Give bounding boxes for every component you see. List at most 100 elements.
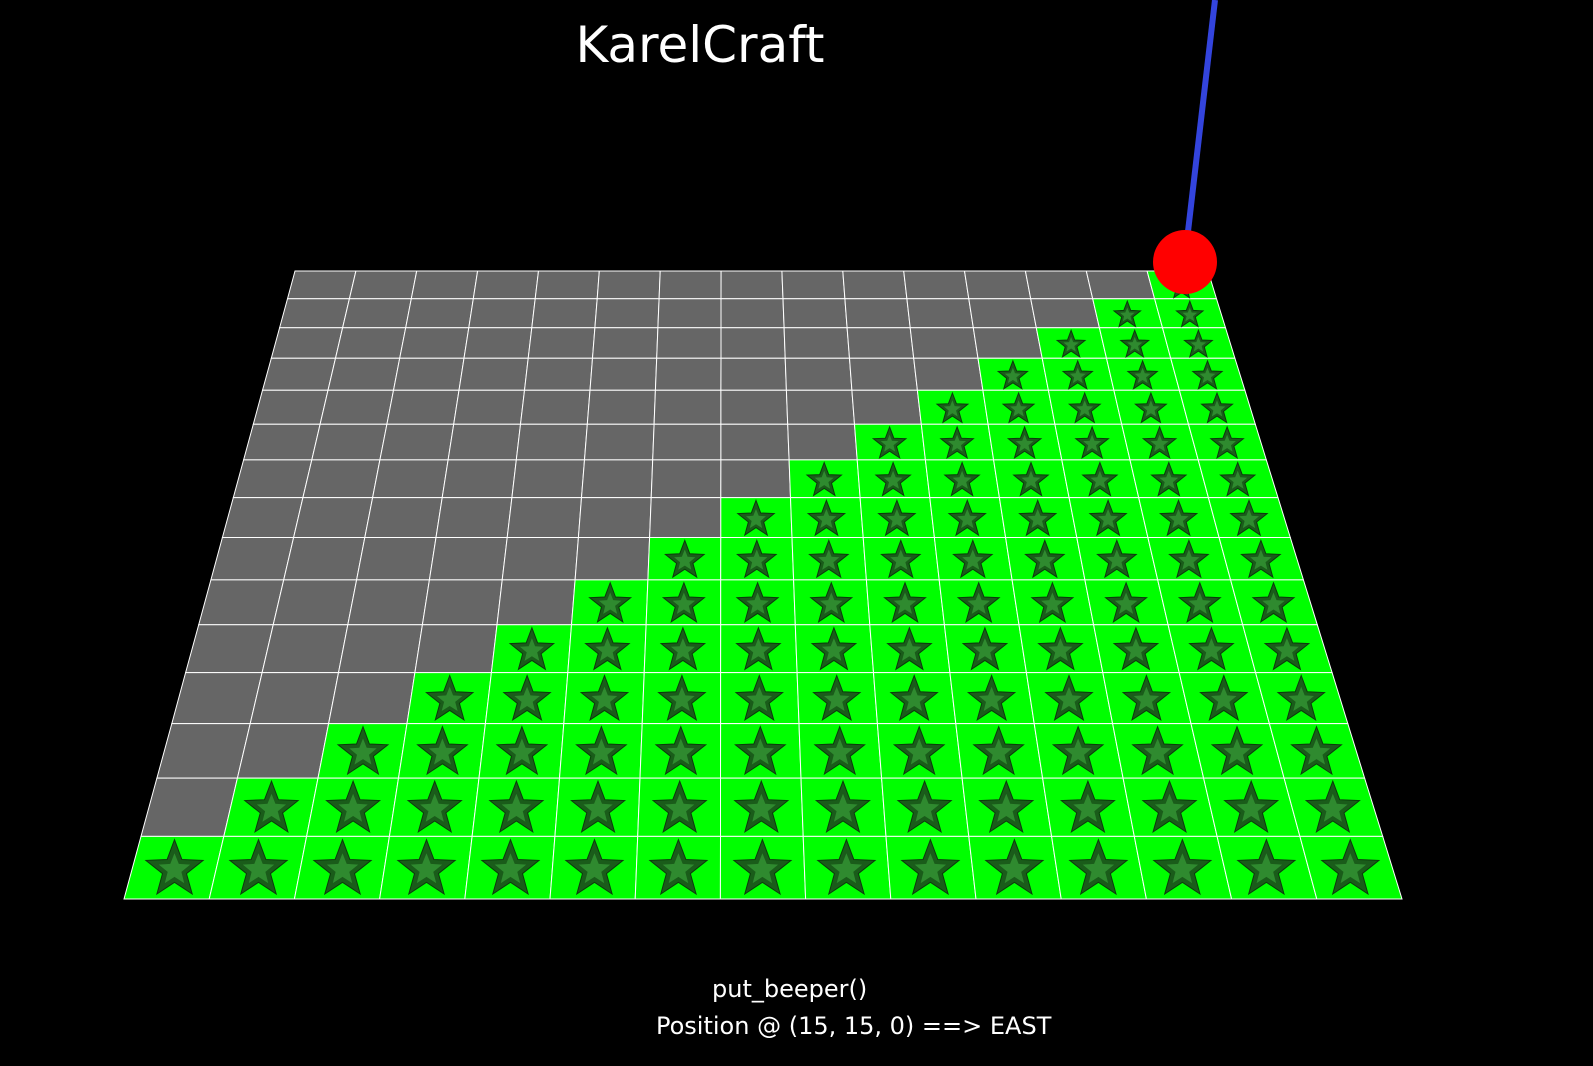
empty-tile xyxy=(963,270,1032,300)
empty-tile xyxy=(968,298,1037,329)
beeper-star-inner-icon xyxy=(746,853,779,884)
empty-tile xyxy=(140,777,239,837)
empty-tile xyxy=(720,459,792,499)
empty-tile xyxy=(327,672,416,725)
beeper-star-inner-icon xyxy=(820,592,843,614)
beeper-star-inner-icon xyxy=(746,509,766,529)
empty-tile xyxy=(441,459,517,499)
beeper-star-inner-icon xyxy=(1274,638,1299,661)
empty-tile xyxy=(848,357,918,391)
empty-tile xyxy=(156,723,251,779)
beeper-star-inner-icon xyxy=(948,434,967,452)
beeper-star-inner-icon xyxy=(943,400,961,417)
empty-tile xyxy=(594,298,660,329)
beeper-star-inner-icon xyxy=(1063,336,1079,352)
beeper-star-inner-icon xyxy=(886,509,907,529)
empty-tile xyxy=(421,579,503,626)
beeper-star-inner-icon xyxy=(1223,738,1251,765)
beeper-star-inner-icon xyxy=(746,638,771,661)
beeper-star-inner-icon xyxy=(349,738,377,765)
empty-tile xyxy=(405,298,474,329)
beeper-star-inner-icon xyxy=(818,549,840,570)
beeper-star-inner-icon xyxy=(1120,307,1135,322)
beeper-star-inner-icon xyxy=(957,509,978,529)
beeper-star-inner-icon xyxy=(1114,592,1138,614)
beeper-star-inner-icon xyxy=(1318,793,1348,822)
beeper-star-inner-icon xyxy=(905,738,933,765)
empty-tile xyxy=(531,298,598,329)
beeper-star-inner-icon xyxy=(883,470,903,489)
beeper-star-inner-icon xyxy=(672,592,696,614)
beeper-star-inner-icon xyxy=(1143,738,1172,765)
empty-tile xyxy=(252,389,329,425)
beeper-star-inner-icon xyxy=(1288,686,1314,711)
empty-tile xyxy=(435,497,513,538)
beeper-star-inner-icon xyxy=(897,638,922,661)
beeper-star-inner-icon xyxy=(1188,592,1212,614)
beeper-star-inner-icon xyxy=(826,738,854,765)
empty-tile xyxy=(371,459,449,499)
empty-tile xyxy=(379,423,455,461)
empty-tile xyxy=(783,327,851,359)
beeper-star-inner-icon xyxy=(1250,853,1283,884)
empty-tile xyxy=(249,672,340,725)
empty-tile xyxy=(399,327,470,359)
empty-tile xyxy=(844,298,911,329)
empty-tile xyxy=(472,270,540,300)
beeper-star-inner-icon xyxy=(508,738,536,765)
beeper-star-inner-icon xyxy=(1182,307,1198,322)
beeper-star-inner-icon xyxy=(823,686,850,711)
beeper-star-inner-icon xyxy=(1056,686,1082,711)
beeper-star-inner-icon xyxy=(1262,592,1285,614)
last-command-text: put_beeper() xyxy=(712,975,868,1003)
empty-tile xyxy=(720,357,787,391)
empty-tile xyxy=(851,389,922,425)
beeper-star-inner-icon xyxy=(578,853,611,884)
beeper-star-inner-icon xyxy=(338,793,368,822)
empty-tile xyxy=(347,579,430,626)
empty-tile xyxy=(580,459,654,499)
beeper-star-inner-icon xyxy=(326,853,359,884)
empty-tile xyxy=(327,357,401,391)
beeper-star-inner-icon xyxy=(962,549,984,570)
beeper-star-inner-icon xyxy=(1250,549,1272,570)
empty-tile xyxy=(184,624,274,674)
empty-tile xyxy=(656,327,722,359)
beeper-star-inner-icon xyxy=(595,638,620,661)
empty-tile xyxy=(468,298,536,329)
empty-tile xyxy=(909,327,979,359)
beeper-star-inner-icon xyxy=(1211,686,1237,711)
empty-tile xyxy=(261,357,337,391)
empty-tile xyxy=(842,270,908,300)
beeper-star-inner-icon xyxy=(591,686,618,711)
beeper-star-inner-icon xyxy=(1302,738,1331,765)
position-readout: Position @ (15, 15, 0) ==> EAST xyxy=(656,1012,1052,1040)
empty-tile xyxy=(515,423,588,461)
beeper-star-inner-icon xyxy=(669,686,695,711)
beeper-star-inner-icon xyxy=(1199,638,1224,661)
empty-tile xyxy=(720,423,790,461)
empty-tile xyxy=(392,357,465,391)
empty-tile xyxy=(658,270,722,300)
beeper-star-inner-icon xyxy=(1154,793,1185,822)
beeper-star-inner-icon xyxy=(587,738,615,765)
empty-tile xyxy=(453,389,526,425)
beeper-star-inner-icon xyxy=(662,853,695,884)
empty-tile xyxy=(577,497,652,538)
beeper-star-inner-icon xyxy=(746,592,769,614)
empty-tile xyxy=(784,357,853,391)
beeper-star-inner-icon xyxy=(1150,434,1169,452)
empty-tile xyxy=(1085,270,1156,300)
empty-tile xyxy=(414,624,498,674)
beeper-star-inner-icon xyxy=(428,738,457,765)
beeper-star-inner-icon xyxy=(158,853,191,884)
beeper-star-inner-icon xyxy=(494,853,527,884)
beeper-star-inner-icon xyxy=(1142,400,1160,417)
empty-tile xyxy=(972,327,1043,359)
empty-tile xyxy=(657,298,722,329)
empty-tile xyxy=(364,497,443,538)
empty-tile xyxy=(283,537,366,581)
beeper-star-inner-icon xyxy=(1106,549,1128,570)
